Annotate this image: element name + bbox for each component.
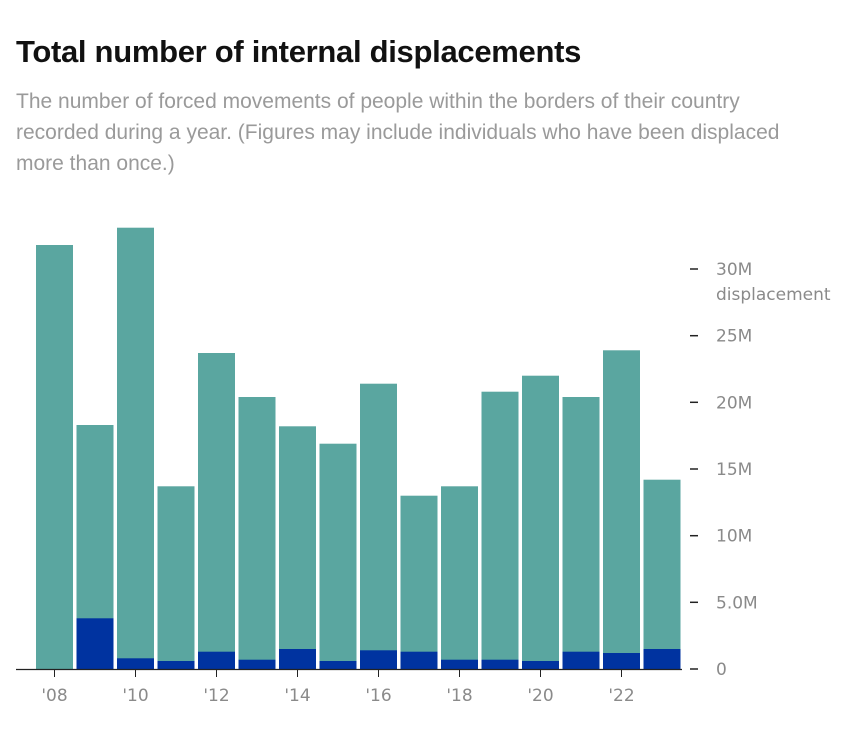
bar-highlight-2009 (76, 618, 114, 669)
bar-highlight-2011 (157, 661, 195, 669)
y-tick-group: 0 5.0M 10M 15M 20M 25M 30M displacement (690, 260, 831, 680)
x-tick-label-2016: '16 (365, 686, 391, 706)
bar-highlight-2016 (360, 650, 397, 669)
x-tick-label-2012: '12 (203, 686, 229, 706)
y-tick-label-15M: 15M (716, 460, 752, 480)
bar-highlight-2013 (238, 659, 276, 669)
x-tick-group: '08 '10 '12 '14 '16 '18 '20 '22 (41, 669, 635, 706)
bar-total-2014 (279, 426, 316, 669)
bar-total-2011 (157, 486, 195, 669)
bar-highlight-2022 (603, 653, 640, 669)
y-tick-label-25M: 25M (716, 327, 752, 347)
y-tick-label-30M: 30M (716, 260, 752, 280)
bar-total-2023 (643, 479, 681, 669)
bar-total-2022 (603, 350, 640, 669)
bar-total-2021 (562, 397, 600, 669)
bar-total-2010 (117, 227, 154, 669)
bars-highlight-group (76, 618, 681, 669)
y-tick-label-5.0M: 5.0M (716, 593, 758, 613)
y-tick-label-0: 0 (716, 660, 727, 680)
x-tick-label-2022: '22 (608, 686, 634, 706)
bar-total-2008 (36, 245, 73, 669)
bar-total-2013 (238, 397, 276, 669)
bar-total-2017 (400, 495, 438, 669)
bar-total-2018 (441, 486, 478, 669)
bar-highlight-2012 (198, 651, 235, 669)
bar-highlight-2017 (400, 651, 438, 669)
bar-total-2012 (198, 353, 235, 669)
bar-highlight-2014 (279, 649, 316, 669)
bar-total-2016 (360, 383, 397, 669)
x-tick-label-2018: '18 (446, 686, 472, 706)
bar-highlight-2010 (117, 658, 154, 669)
x-tick-label-2014: '14 (284, 686, 310, 706)
bar-highlight-2018 (441, 659, 478, 669)
y-unit-label: displacement (716, 285, 831, 305)
chart-subtitle: The number of forced movements of people… (16, 90, 780, 175)
chart-title: Total number of internal displacements (16, 34, 582, 69)
x-tick-label-2008: '08 (41, 686, 67, 706)
x-tick-label-2020: '20 (527, 686, 553, 706)
x-tick-label-2010: '10 (122, 686, 148, 706)
bar-total-2020 (522, 375, 559, 669)
bar-highlight-2015 (319, 661, 357, 669)
bar-total-2015 (319, 443, 357, 669)
bar-highlight-2023 (643, 649, 681, 669)
y-tick-label-20M: 20M (716, 393, 752, 413)
bars-total-group (36, 227, 681, 669)
bar-highlight-2021 (562, 651, 600, 669)
bar-highlight-2020 (522, 661, 559, 669)
bar-highlight-2019 (481, 659, 519, 669)
y-tick-label-10M: 10M (716, 527, 752, 547)
bar-total-2019 (481, 391, 519, 669)
